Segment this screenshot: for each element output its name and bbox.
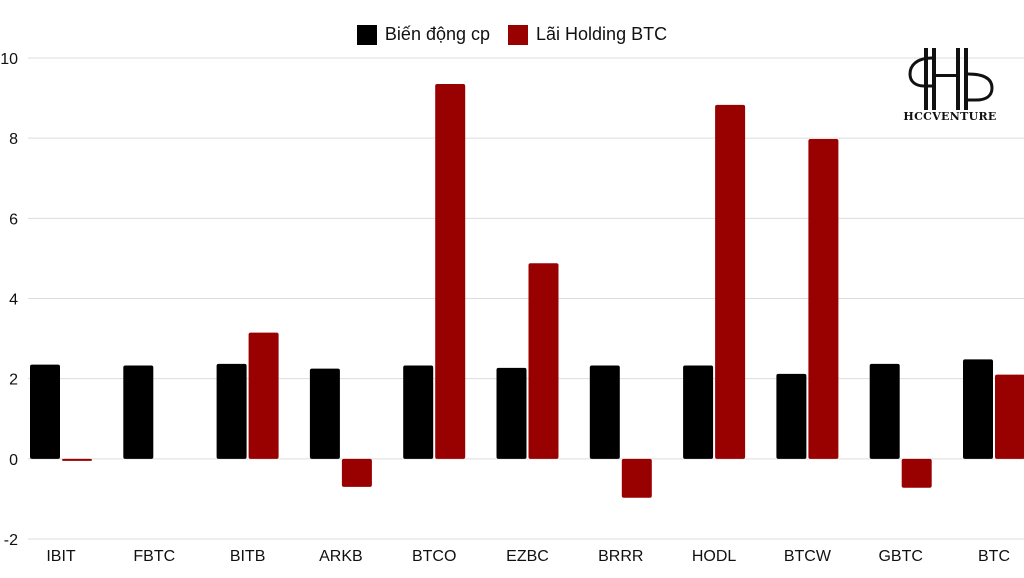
bar-ibit-series-1 [62, 458, 92, 461]
bar-btco-series-1 [435, 84, 466, 459]
y-tick-label: 0 [9, 452, 18, 469]
y-tick-label: -2 [4, 532, 18, 549]
legend-label: Lãi Holding BTC [536, 24, 668, 44]
logo-icon [908, 48, 994, 110]
bar-brrr-series-1 [621, 458, 652, 498]
x-tick-label: BTC [978, 548, 1010, 565]
x-tick-label: ARKB [319, 548, 363, 565]
legend: Biến động cp Lãi Holding BTC [0, 24, 1024, 45]
x-tick-label: IBIT [46, 548, 76, 565]
y-axis-ticks: -2 0 2 4 6 8 10 [0, 51, 18, 549]
bar-btcw-series-1 [808, 138, 839, 459]
legend-swatch-red [508, 24, 529, 45]
bar-gbtc-series-1 [901, 458, 932, 488]
bar-bitb-series-0 [216, 363, 247, 459]
bar-ezbc-series-0 [496, 367, 527, 459]
y-tick-label: 8 [9, 131, 18, 148]
bar-btcw-series-0 [776, 373, 807, 459]
bar-gbtc-series-0 [869, 363, 900, 459]
bars [30, 84, 1024, 498]
bar-ibit-series-0 [30, 364, 60, 459]
x-tick-label: BTCW [784, 548, 832, 565]
bar-brrr-series-0 [589, 365, 620, 459]
bar-hodl-series-1 [715, 104, 746, 459]
x-tick-label: BTCO [412, 548, 456, 565]
x-tick-label: FBTC [133, 548, 175, 565]
x-axis-ticks: IBIT FBTC BITB ARKB BTCO EZBC BRRR HODL BTCW GBTC… [46, 548, 1010, 565]
y-tick-label: 4 [9, 292, 18, 309]
x-tick-label: BITB [230, 548, 266, 565]
x-tick-label: EZBC [506, 548, 549, 565]
bar-bitb-series-1 [248, 332, 279, 459]
legend-item-price-change: Biến động cp [356, 24, 491, 45]
bar-arkb-series-0 [309, 368, 340, 459]
bar-hodl-series-0 [683, 365, 714, 459]
watermark-text: HCCVENTURE [903, 110, 997, 123]
legend-item-btc-holding: Lãi Holding BTC [508, 24, 667, 45]
y-tick-label: 6 [9, 211, 18, 228]
x-tick-label: HODL [692, 548, 737, 565]
y-tick-label: 10 [0, 51, 18, 68]
bar-btc-series-1 [995, 374, 1024, 459]
x-tick-label: GBTC [878, 548, 922, 565]
bar-arkb-series-1 [341, 458, 372, 487]
bar-ezbc-series-1 [528, 263, 559, 459]
x-tick-label: BRRR [598, 548, 643, 565]
bar-btc-series-0 [963, 359, 993, 459]
bar-fbtc-series-0 [123, 365, 154, 459]
bar-btco-series-0 [403, 365, 434, 459]
y-tick-label: 2 [9, 372, 18, 389]
gridlines [28, 57, 1024, 540]
legend-swatch-black [356, 24, 377, 45]
legend-label: Biến động cp [384, 24, 491, 44]
